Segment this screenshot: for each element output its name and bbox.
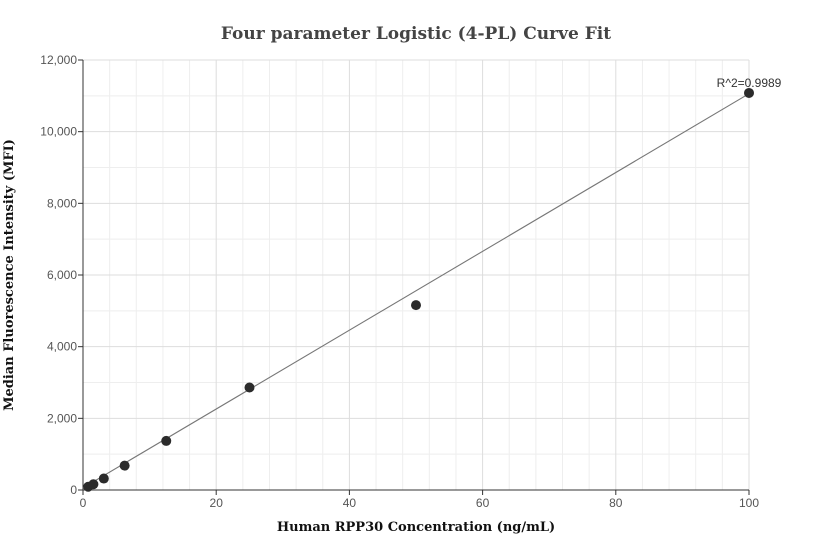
- y-tick-label: 0: [70, 483, 77, 497]
- data-point: [411, 300, 421, 311]
- x-axis-label: Human RPP30 Concentration (ng/mL): [277, 520, 555, 535]
- y-tick-label: 12,000: [40, 53, 77, 67]
- x-tick-label: 60: [476, 496, 490, 510]
- grid: [82, 59, 750, 491]
- y-tick-label: 6,000: [47, 268, 77, 282]
- y-tick-label: 8,000: [47, 196, 77, 210]
- x-tick-label: 20: [210, 496, 224, 510]
- labels: Four parameter Logistic (4-PL) Curve Fit…: [2, 24, 782, 535]
- data-point: [88, 479, 99, 490]
- data-points: [83, 87, 754, 492]
- chart-title: Four parameter Logistic (4-PL) Curve Fit: [221, 24, 611, 44]
- fit-curve: [82, 93, 750, 489]
- data-point: [744, 87, 754, 98]
- y-tick-label: 4,000: [47, 340, 77, 354]
- data-point: [161, 435, 172, 446]
- data-point: [98, 473, 109, 484]
- data-point: [244, 382, 255, 393]
- x-tick-label: 100: [739, 496, 759, 510]
- fit-line: [82, 93, 750, 489]
- axes: 0 20 40 60 80 100 0 2,000 4,000 6,000 8,000 10,000 1…: [40, 53, 759, 510]
- r-squared-annotation: R^2=0.9989: [717, 76, 782, 90]
- y-tick-label: 2,000: [47, 411, 77, 425]
- x-tick-label: 80: [609, 496, 623, 510]
- x-tick-label: 0: [80, 496, 87, 510]
- y-axis-label: Median Fluorescence Intensity (MFI): [2, 139, 17, 411]
- data-point: [119, 460, 130, 471]
- y-tick-label: 10,000: [40, 125, 77, 139]
- x-tick-label: 40: [343, 496, 357, 510]
